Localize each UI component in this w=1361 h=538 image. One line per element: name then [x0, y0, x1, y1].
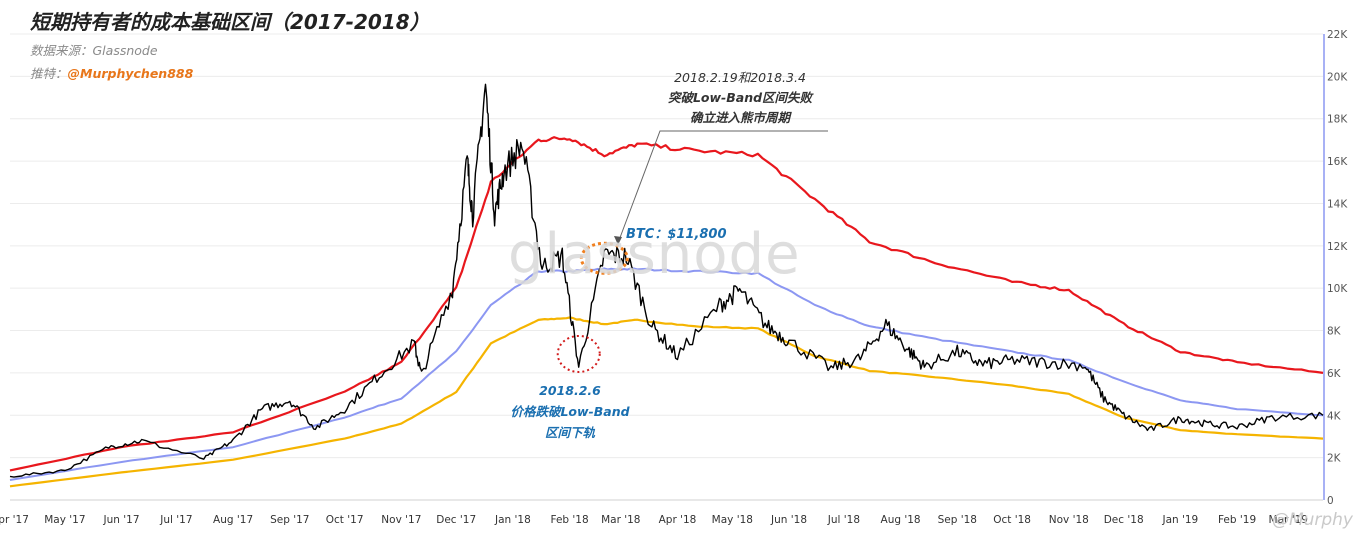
y-tick-label: 0 [1327, 495, 1334, 507]
chart-title: 短期持有者的成本基础区间（2017-2018） [30, 10, 430, 34]
y-tick-label: 16K [1327, 156, 1348, 168]
series-line-mid-band [9, 267, 1324, 481]
x-tick-label: May '18 [712, 514, 753, 526]
x-tick-label: Sep '17 [270, 514, 309, 526]
annotation-top-date: 2018.2.19和2018.3.4 [674, 70, 806, 85]
y-tick-label: 10K [1327, 283, 1348, 295]
annotation-top-line1: 突破Low-Band区间失败 [667, 90, 813, 105]
x-tick-label: Aug '17 [213, 514, 253, 526]
x-tick-label: Jun '18 [770, 514, 807, 526]
x-tick-label: Aug '18 [881, 514, 921, 526]
x-tick-label: Jan '18 [494, 514, 531, 526]
twitter-handle[interactable]: @Murphychen888 [67, 66, 194, 81]
data-source: 数据来源：Glassnode [30, 43, 158, 58]
x-tick-label: Apr '18 [659, 514, 697, 526]
corner-watermark: @Murphy [1271, 510, 1353, 530]
y-axis: 0 2K 4K 6K 8K 10K 12K 14K 16K 18K 20K 22K [1323, 29, 1348, 507]
y-tick-label: 22K [1327, 29, 1348, 41]
x-tick-label: Sep '18 [938, 514, 977, 526]
x-tick-label: Jul '17 [159, 514, 192, 526]
twitter-label: 推特： [30, 66, 68, 81]
y-tick-label: 18K [1327, 114, 1348, 126]
annotation-marks [556, 130, 828, 373]
series-group [9, 83, 1324, 488]
x-tick-label: Oct '17 [326, 514, 364, 526]
annotation-top: 2018.2.19和2018.3.4 突破Low-Band区间失败 确立进入熊市… [640, 68, 840, 128]
x-axis: Apr '17 May '17 Jun '17 Jul '17 Aug '17 Sep '… [0, 499, 1323, 526]
series-line-price [9, 83, 1324, 478]
y-tick-label: 2K [1327, 453, 1342, 465]
x-tick-label: Oct '18 [993, 514, 1031, 526]
y-tick-label: 14K [1327, 198, 1348, 210]
x-tick-label: Jul '18 [827, 514, 860, 526]
y-tick-label: 20K [1327, 71, 1348, 83]
annotation-low-date: 2018.2.6 [539, 383, 601, 398]
annotation-top-line2: 确立进入熊市周期 [689, 110, 790, 125]
x-tick-label: Jan '19 [1161, 514, 1198, 526]
highlight-circle-red [556, 334, 601, 373]
x-tick-label: Nov '18 [1049, 514, 1089, 526]
y-tick-label: 8K [1327, 326, 1342, 338]
annotation-leader-line [617, 130, 828, 244]
x-tick-label: Apr '17 [0, 514, 29, 526]
watermark-text: glassnode [508, 222, 801, 287]
x-tick-label: Jun '17 [103, 514, 140, 526]
series-line-low-band [9, 316, 1324, 488]
x-tick-label: Mar '18 [601, 514, 640, 526]
annotation-low: 2018.2.6 价格跌破Low-Band 区间下轨 [495, 380, 645, 443]
annotation-low-line1: 价格跌破Low-Band [510, 404, 630, 419]
twitter-line: 推特：@Murphychen888 [30, 63, 193, 82]
annotation-btc: BTC：$11,800 [626, 227, 727, 242]
x-tick-label: Dec '18 [1104, 514, 1144, 526]
x-tick-label: Feb '19 [1218, 514, 1256, 526]
grid-lines [10, 33, 1323, 501]
annotation-low-line2: 区间下轨 [544, 425, 595, 440]
series-line-high-band [9, 136, 1324, 472]
y-tick-label: 12K [1327, 241, 1348, 253]
x-tick-label: Nov '17 [381, 514, 421, 526]
annotation-arrowhead [614, 236, 622, 245]
y-tick-label: 4K [1327, 410, 1342, 422]
y-tick-label: 6K [1327, 368, 1342, 380]
highlight-circle-orange [579, 241, 629, 275]
x-tick-label: Mar '19 [1269, 514, 1308, 526]
x-tick-label: Feb '18 [550, 514, 588, 526]
x-tick-label: May '17 [44, 514, 85, 526]
x-tick-label: Dec '17 [436, 514, 476, 526]
